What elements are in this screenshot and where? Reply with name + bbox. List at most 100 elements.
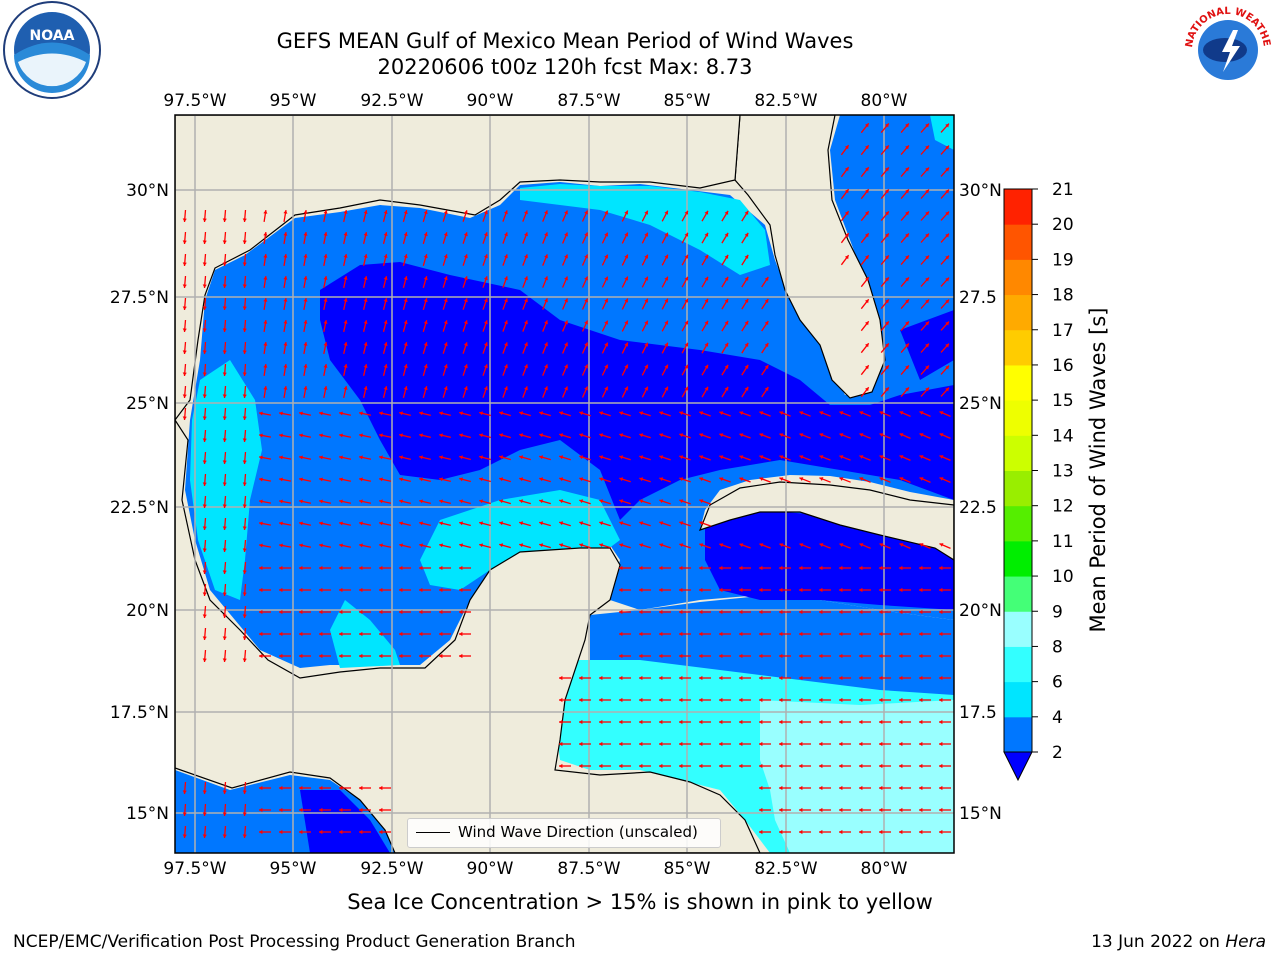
wind-arrow-head <box>879 763 883 769</box>
wind-arrow-head <box>839 543 844 547</box>
colorbar-tick-label: 14 <box>1052 426 1074 446</box>
wind-arrow-head <box>744 364 749 369</box>
wind-arrow-head <box>939 477 944 481</box>
wind-arrow-head <box>719 697 723 703</box>
lon-tick-label: 87.5°W <box>557 859 620 879</box>
wind-arrow-head <box>299 455 303 460</box>
wind-arrow-head <box>579 455 584 460</box>
wind-arrow-head <box>504 320 508 325</box>
wind-arrow-head <box>925 167 929 172</box>
wind-arrow-head <box>403 276 408 281</box>
wind-arrow-head <box>724 276 729 281</box>
wind-arrow-head <box>279 543 283 548</box>
wind-arrow-head <box>644 298 648 303</box>
wind-arrow-head <box>279 587 283 593</box>
wind-arrow-head <box>879 455 884 459</box>
wind-arrow-head <box>544 298 548 303</box>
wind-arrow-head <box>839 587 843 593</box>
wind-arrow-head <box>699 697 703 703</box>
wind-arrow-head <box>799 785 803 791</box>
wind-arrow-head <box>899 697 903 703</box>
wind-arrow-head <box>664 210 668 215</box>
wind-arrow-head <box>479 521 483 526</box>
wind-arrow-head <box>919 697 923 703</box>
wind-arrow-head <box>524 342 528 347</box>
wind-arrow-head <box>323 342 328 346</box>
colorbar-segment <box>1004 294 1032 331</box>
colorbar-tick-label: 13 <box>1052 462 1074 482</box>
wind-arrow-head <box>399 521 403 526</box>
wind-arrow-head <box>399 565 403 571</box>
wind-arrow-head <box>779 697 783 703</box>
colorbar-tick-label: 8 <box>1052 637 1063 657</box>
wind-arrow-head <box>839 741 843 747</box>
wind-arrow-head <box>719 741 723 747</box>
wind-arrow-head <box>242 218 247 222</box>
wind-arrow-head <box>819 433 824 437</box>
wind-arrow-head <box>885 299 889 304</box>
wind-arrow-head <box>945 167 949 172</box>
wind-arrow-head <box>744 342 749 347</box>
wind-arrow-head <box>499 521 504 526</box>
wind-arrow-head <box>303 276 308 280</box>
wind-arrow-head <box>259 411 263 416</box>
wind-arrow-head <box>544 342 548 347</box>
wind-arrow-head <box>403 320 408 325</box>
colorbar-segment <box>1004 470 1032 507</box>
wind-arrow-head <box>599 697 603 703</box>
wind-arrow-head <box>202 262 207 266</box>
wind-arrow-head <box>222 394 227 398</box>
wind-arrow-head <box>524 254 528 259</box>
wind-arrow-head <box>483 276 488 281</box>
wind-arrow-head <box>584 298 588 303</box>
lat-tick-label: 30°N <box>126 181 169 201</box>
wind-arrow-head <box>403 298 408 303</box>
wind-arrow-head <box>679 433 684 438</box>
wind-arrow-head <box>222 834 227 838</box>
wind-arrow-head <box>423 386 428 391</box>
colorbar-segment <box>1004 329 1032 366</box>
wind-arrow-head <box>279 829 283 835</box>
wind-arrow-head <box>599 521 604 526</box>
wind-arrow-head <box>483 386 488 391</box>
wind-arrow-head <box>443 364 448 369</box>
wind-arrow-head <box>939 785 943 791</box>
wind-arrow-head <box>579 433 584 438</box>
wind-arrow-head <box>279 785 283 791</box>
wind-arrow-head <box>719 587 723 593</box>
wind-arrow-head <box>719 455 724 460</box>
yucatan-shelf-cyan <box>420 490 620 590</box>
wind-arrow-head <box>939 741 943 747</box>
wind-arrow-head <box>779 741 783 747</box>
wind-arrow-head <box>319 543 323 548</box>
wind-arrow-head <box>879 411 884 415</box>
wind-arrow-head <box>659 521 664 526</box>
wind-arrow-head <box>759 785 763 791</box>
wind-arrow-head <box>222 328 227 332</box>
wind-arrow-head <box>564 364 568 369</box>
wind-arrow-head <box>644 276 648 281</box>
wind-arrow-head <box>343 298 348 302</box>
wind-arrow-head <box>619 719 623 725</box>
wind-arrow-head <box>799 565 803 571</box>
wind-arrow-head <box>182 790 187 794</box>
wind-arrow-head <box>839 653 843 659</box>
wind-arrow-head <box>242 504 247 508</box>
wind-arrow-head <box>744 386 749 391</box>
lat-tick-label: 27.5 <box>959 288 997 308</box>
wind-arrow-head <box>939 807 943 813</box>
wind-arrow-head <box>899 807 903 813</box>
wind-arrow-head <box>724 364 729 369</box>
wind-arrow-head <box>564 276 568 281</box>
wind-arrow-head <box>679 675 683 681</box>
wind-arrow-head <box>819 653 823 659</box>
wind-arrow-head <box>619 675 623 681</box>
wind-arrow-head <box>363 276 368 280</box>
wind-arrow-head <box>879 785 883 791</box>
wind-arrow-head <box>303 364 308 368</box>
wind-arrow-head <box>439 653 443 659</box>
wind-arrow-head <box>283 364 288 368</box>
wind-arrow-head <box>359 829 363 835</box>
wind-arrow-head <box>739 411 744 416</box>
wind-arrow-head <box>779 433 784 437</box>
